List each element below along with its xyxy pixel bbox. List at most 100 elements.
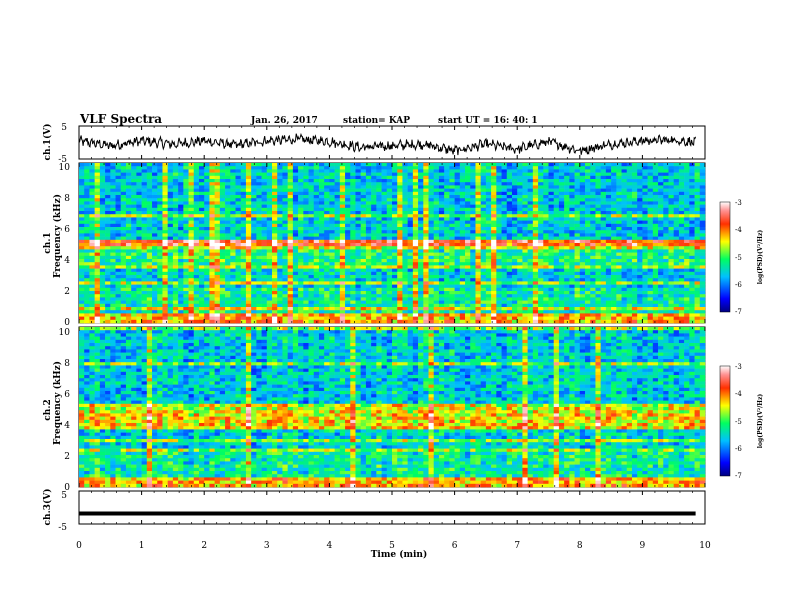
spectrogram-cell — [538, 252, 544, 257]
spectrogram-cell — [125, 188, 132, 193]
spectrogram-cell — [178, 223, 184, 228]
spectrogram-cell — [120, 188, 127, 193]
spectrogram-cell — [261, 201, 268, 205]
spectrogram-cell — [131, 310, 137, 314]
spectrogram-cell — [120, 313, 127, 317]
spectrogram-cell — [94, 252, 101, 257]
spectrogram-cell — [548, 284, 555, 289]
spectrogram-cell — [360, 230, 367, 234]
spectrogram-cell — [178, 262, 184, 266]
spectrogram-cell — [496, 297, 502, 301]
spectrogram-cell — [386, 294, 393, 298]
spectrogram-cell — [162, 294, 168, 298]
spectrogram-cell — [318, 246, 325, 250]
spectrogram-cell — [527, 300, 534, 305]
spectrogram-cell — [433, 207, 440, 212]
spectrogram-cell — [522, 239, 528, 244]
spectrogram-cell — [527, 236, 534, 241]
spectrogram-cell — [115, 236, 122, 241]
spectrogram-cell — [313, 249, 320, 253]
spectrogram-cell — [527, 307, 534, 311]
spectrogram-cell — [329, 182, 335, 186]
spectrogram-cell — [235, 201, 242, 205]
spectrogram-cell — [209, 297, 215, 301]
spectrogram-cell — [381, 214, 388, 218]
spectrogram-cell — [162, 201, 168, 205]
spectrogram-cell — [230, 243, 236, 247]
spectrogram-cell — [360, 179, 367, 183]
spectrogram-cell — [360, 246, 367, 250]
spectrogram-cell — [407, 316, 414, 321]
spectrogram-cell — [412, 204, 419, 209]
spectrogram-cell — [538, 287, 544, 292]
spectrogram-cell — [84, 169, 90, 173]
spectrogram-cell — [172, 214, 179, 218]
spectrogram-cell — [214, 188, 221, 193]
spectrogram-cell — [543, 275, 549, 279]
spectrogram-cell — [543, 191, 549, 196]
spectrogram-cell — [517, 175, 523, 180]
spectrogram-cell — [350, 246, 356, 250]
spectrogram-cell — [496, 243, 502, 247]
spectrogram-cell — [465, 255, 471, 260]
spectrogram-cell — [386, 243, 393, 247]
spectrogram-cell — [538, 211, 544, 215]
spectrogram-cell — [334, 217, 341, 221]
spectrogram-cell — [558, 246, 565, 250]
spectrogram-cell — [94, 195, 101, 199]
spectrogram-cell — [141, 281, 148, 285]
spectrogram-cell — [517, 278, 523, 282]
spectrogram-cell — [345, 233, 351, 237]
spectrogram-cell — [459, 287, 466, 292]
spectrogram-cell — [141, 259, 148, 263]
spectrogram-cell — [245, 220, 252, 225]
spectrogram-cell — [480, 246, 487, 250]
spectrogram-cell — [517, 284, 523, 289]
spectrogram-cell — [146, 217, 153, 221]
spectrogram-cell — [491, 284, 497, 289]
spectrogram-cell — [120, 262, 127, 266]
spectrogram-cell — [543, 230, 549, 234]
spectrogram-cell — [292, 268, 299, 273]
spectrogram-cell — [522, 163, 528, 167]
spectrogram-cell — [146, 214, 153, 218]
spectrogram-cell — [491, 204, 497, 209]
spectrogram-cell — [376, 239, 382, 244]
spectrogram-cell — [313, 246, 320, 250]
spectrogram-cell — [329, 243, 335, 247]
spectrogram-cell — [235, 303, 242, 308]
spectrogram-cell — [454, 278, 461, 282]
spectrogram-cell — [553, 236, 560, 241]
spectrogram-cell — [564, 300, 570, 305]
spectrogram-cell — [496, 223, 502, 228]
spectrogram-cell — [407, 310, 414, 314]
spectrogram-cell — [282, 169, 288, 173]
spectrogram-cell — [261, 239, 268, 244]
spectrogram-cell — [266, 246, 273, 250]
spectrogram-cell — [444, 291, 450, 295]
spectrogram-cell — [465, 249, 471, 253]
spectrogram-cell — [345, 297, 351, 301]
spectrogram-cell — [230, 259, 236, 263]
spectrogram-cell — [371, 172, 377, 177]
spectrogram-cell — [585, 214, 591, 218]
spectrogram-cell — [141, 255, 148, 260]
spectrogram-cell — [350, 275, 356, 279]
spectrogram-cell — [99, 281, 106, 285]
spectrogram-cell — [360, 191, 367, 196]
spectrogram-cell — [261, 303, 268, 308]
spectrogram-cell — [485, 297, 492, 301]
spectrogram-cell — [79, 252, 85, 257]
spectrogram-cell — [360, 275, 367, 279]
spectrogram-cell — [329, 252, 335, 257]
spectrogram-cell — [459, 172, 466, 177]
spectrogram-cell — [522, 294, 528, 298]
spectrogram-cell — [120, 271, 127, 276]
spectrogram-cell — [412, 265, 419, 269]
spectrogram-cell — [79, 220, 85, 225]
spectrogram-cell — [350, 179, 356, 183]
spectrogram-cell — [418, 175, 424, 180]
spectrogram-cell — [345, 195, 351, 199]
spectrogram-cell — [532, 259, 539, 263]
spectrogram-cell — [564, 207, 570, 212]
